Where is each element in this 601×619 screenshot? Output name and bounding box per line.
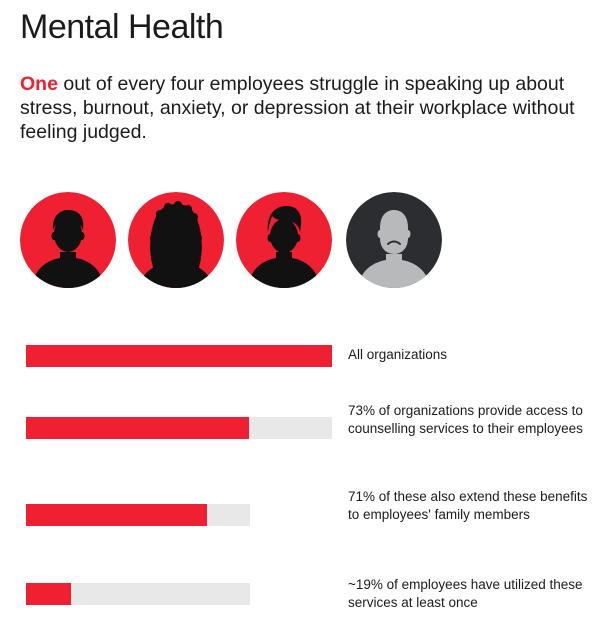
intro-text: One out of every four employees struggle… [20, 72, 580, 144]
person-short-hair-icon [20, 192, 116, 288]
bar [26, 345, 332, 367]
bar-track [26, 417, 332, 439]
page-title: Mental Health [20, 8, 224, 46]
bar [26, 583, 71, 605]
bar [26, 504, 208, 526]
bar-track [26, 583, 250, 605]
person-styled-hair-icon [236, 192, 332, 288]
intro-highlight: One [20, 73, 58, 95]
bar-label: ~19% of employees have utilized these se… [348, 577, 583, 610]
bar-track [26, 504, 250, 526]
bar-label: 71% of these also extend these benefits … [348, 489, 588, 522]
sad-person-icon [346, 192, 442, 288]
bar-label: 73% of organizations provide access to c… [348, 403, 583, 436]
intro-body: out of every four employees struggle in … [20, 73, 575, 143]
bar-track [26, 345, 332, 367]
person-long-hair-icon [128, 192, 224, 288]
bar [26, 417, 250, 439]
bar-label: All organizations [348, 347, 448, 362]
